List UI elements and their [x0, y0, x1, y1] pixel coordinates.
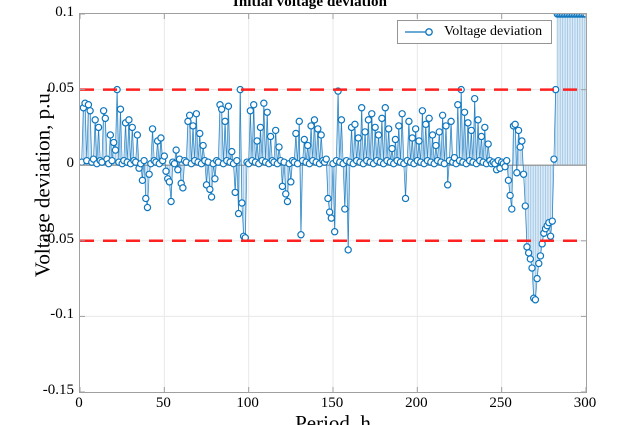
y-tick-label: 0.05	[47, 79, 74, 96]
data-point-markers	[80, 14, 586, 304]
x-tick-label: 100	[236, 395, 259, 411]
stem-plot-svg	[80, 14, 586, 392]
stem-lines	[81, 14, 586, 300]
chart-title: Initial voltage deviation	[232, 0, 388, 10]
limit-lines	[80, 88, 586, 243]
tick-marks	[80, 14, 586, 392]
y-axis-tick-labels: 0.1 0.05 0 -0.05 -0.1 -0.15	[0, 0, 74, 425]
y-tick-label: -0.05	[42, 230, 74, 247]
x-tick-label: 200	[405, 395, 428, 411]
legend-label-voltage-deviation: Voltage deviation	[444, 24, 543, 39]
y-tick-label: -0.15	[42, 382, 74, 398]
x-tick-label: 0	[75, 395, 83, 411]
x-tick-label: 150	[320, 395, 344, 411]
x-tick-label: 50	[155, 395, 171, 411]
plot-area	[79, 13, 587, 393]
y-tick-label: 0	[66, 155, 75, 172]
gridlines	[80, 14, 586, 392]
legend[interactable]: Voltage deviation	[397, 20, 553, 44]
legend-line-marker-icon	[405, 28, 433, 36]
x-tick-label: 300	[573, 395, 597, 411]
y-tick-label: 0.1	[55, 4, 74, 20]
y-tick-label: -0.1	[50, 306, 74, 323]
x-axis-label: Period, h	[295, 411, 371, 425]
series-connector-line	[81, 89, 557, 301]
x-tick-label: 250	[489, 395, 512, 411]
